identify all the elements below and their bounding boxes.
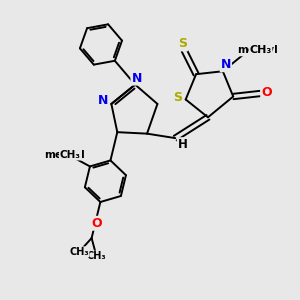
Text: N: N	[131, 72, 142, 85]
Text: O: O	[91, 217, 102, 230]
Text: methyl: methyl	[238, 45, 278, 56]
Text: O: O	[261, 85, 272, 98]
Text: S: S	[173, 92, 182, 104]
Text: CH₃: CH₃	[87, 251, 106, 261]
Text: CH₃: CH₃	[59, 150, 80, 160]
Text: CH₃: CH₃	[250, 45, 272, 56]
Text: methyl: methyl	[44, 150, 84, 160]
Text: S: S	[178, 38, 187, 50]
Text: N: N	[220, 58, 231, 71]
Text: CH₃: CH₃	[69, 247, 89, 257]
Text: H: H	[178, 138, 188, 151]
Text: N: N	[98, 94, 108, 107]
